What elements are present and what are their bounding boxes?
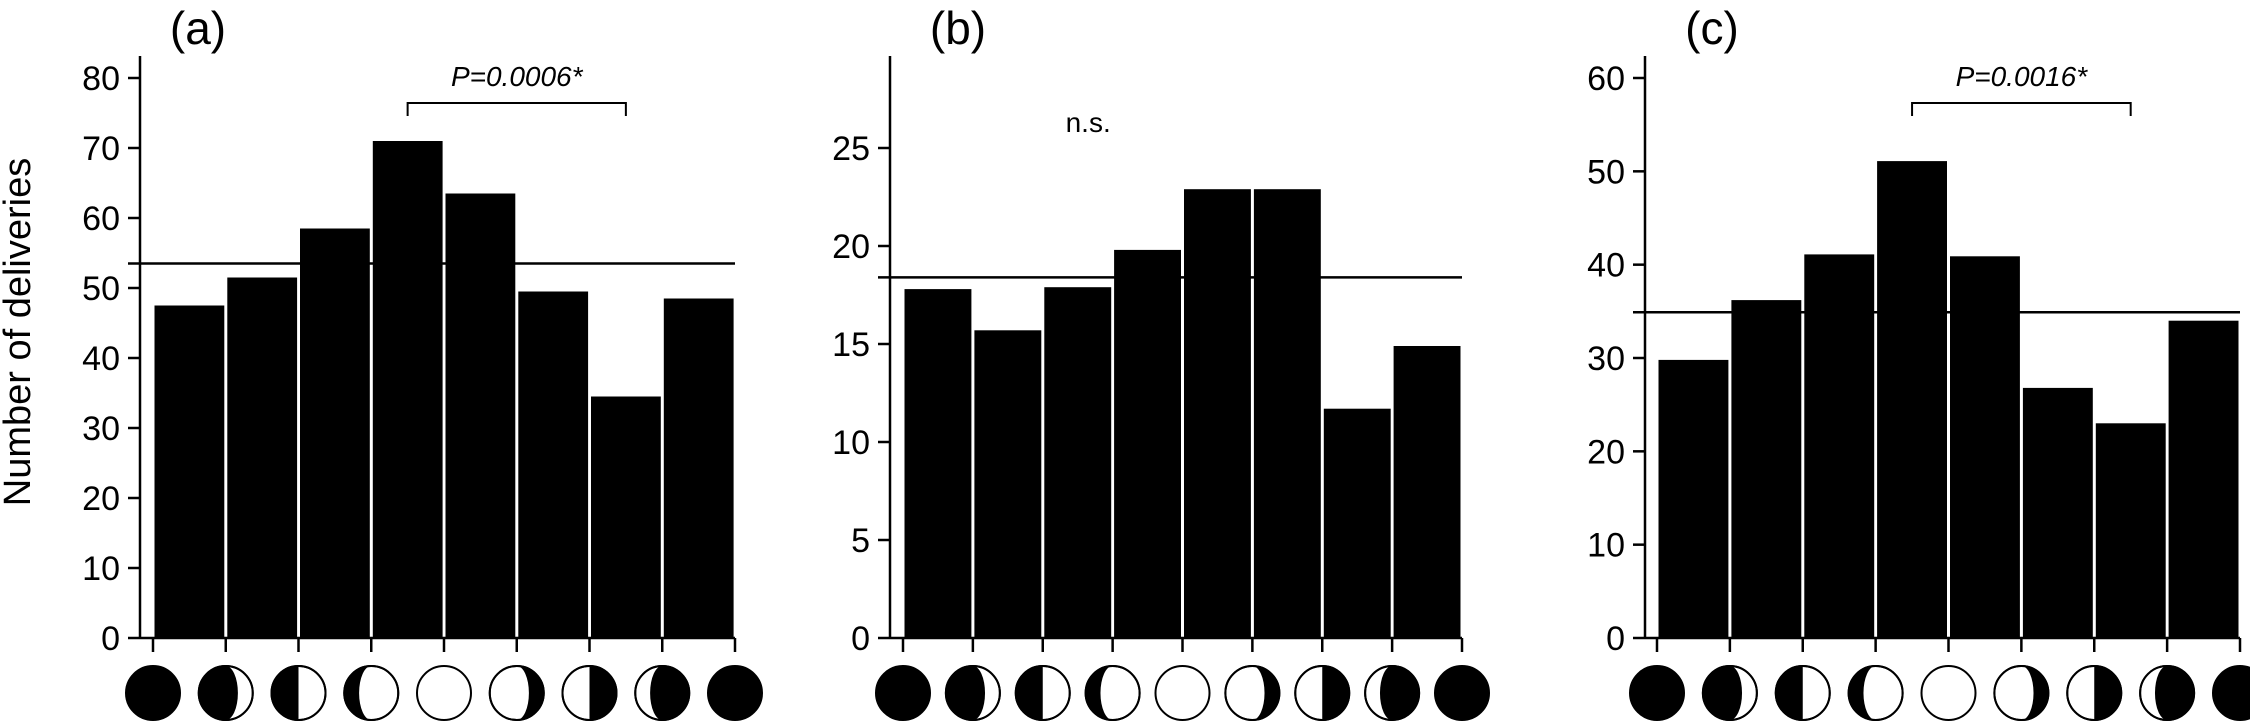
y-tick-label: 10 [82, 550, 120, 588]
waning-crescent-icon [1364, 665, 1421, 721]
y-tick-label: 25 [832, 130, 870, 168]
first-quarter-icon [1014, 665, 1071, 721]
bar [663, 298, 734, 638]
y-tick-label: 70 [82, 130, 120, 168]
waxing-gibbous-icon [343, 665, 400, 721]
y-tick-label: 0 [851, 620, 870, 658]
panel-label: (b) [930, 2, 986, 54]
y-tick-label: 30 [82, 410, 120, 448]
first-quarter-icon [270, 665, 327, 721]
bar [1044, 287, 1112, 638]
new-moon-icon [875, 665, 931, 721]
waxing-crescent-icon [1701, 665, 1758, 721]
y-tick-label: 50 [1587, 153, 1625, 191]
y-axis-label: Number of deliveries [0, 158, 39, 506]
bar [2168, 320, 2239, 638]
bar [2022, 387, 2093, 638]
y-tick-label: 50 [82, 270, 120, 308]
bar [1253, 189, 1321, 638]
bar [1114, 249, 1181, 638]
waning-crescent-icon [634, 665, 691, 721]
bar [1804, 254, 1875, 638]
y-tick-label: 5 [851, 522, 870, 560]
waning-gibbous-icon [1224, 665, 1281, 721]
y-tick-label: 10 [1587, 527, 1625, 565]
y-tick-label: 0 [101, 620, 120, 658]
full-moon-icon [416, 665, 472, 721]
full-moon-icon [1920, 665, 1977, 721]
bar [445, 193, 516, 638]
bar [974, 330, 1042, 638]
y-tick-label: 10 [832, 424, 870, 462]
bar [904, 289, 972, 638]
bar [1323, 408, 1391, 638]
panel-label: (a) [170, 2, 226, 54]
new-moon-icon [707, 665, 763, 721]
significance-bracket [1911, 102, 2132, 116]
bar [300, 228, 370, 638]
bar [591, 396, 661, 638]
full-moon-icon [1154, 665, 1211, 721]
y-tick-label: 80 [82, 60, 120, 98]
bar [518, 291, 589, 638]
y-tick-label: 60 [82, 200, 120, 238]
bar [1877, 161, 1947, 638]
new-moon-icon [125, 665, 181, 721]
y-tick-label: 20 [1587, 433, 1625, 471]
bar [227, 277, 298, 638]
y-tick-label: 30 [1587, 340, 1625, 378]
bar [154, 305, 225, 638]
y-tick-label: 20 [82, 480, 120, 518]
chart-panel-b: 0 5 10 15 20 25 (b) n.s. [832, 2, 1490, 721]
new-moon-icon [1434, 665, 1490, 721]
last-quarter-icon [1294, 665, 1351, 721]
waning-crescent-icon [2139, 665, 2196, 721]
y-tick-label: 0 [1606, 620, 1625, 658]
last-quarter-icon [561, 665, 618, 721]
y-tick-label: 15 [832, 326, 870, 364]
last-quarter-icon [2066, 665, 2123, 721]
waxing-gibbous-icon [1084, 665, 1141, 721]
chart-panel-c: 0 10 20 30 40 50 60 (c) P=0.0016* [1587, 2, 2250, 721]
y-tick-label: 40 [1587, 247, 1625, 285]
new-moon-icon [1629, 665, 1685, 721]
first-quarter-icon [1774, 665, 1831, 721]
y-tick-label: 20 [832, 228, 870, 266]
waxing-gibbous-icon [1847, 665, 1904, 721]
panel-label: (c) [1685, 2, 1739, 54]
bar [1658, 359, 1729, 638]
y-tick-label: 60 [1587, 60, 1625, 98]
new-moon-icon [2212, 665, 2250, 721]
waxing-crescent-icon [944, 665, 1001, 721]
significance-bracket [406, 102, 627, 116]
bar [372, 141, 443, 638]
significance-label: P=0.0016* [1956, 61, 2089, 92]
chart-panel-a: 0 10 20 30 40 50 60 70 80 (a) P=0.0006* [82, 2, 763, 721]
bar [2095, 423, 2166, 638]
bar [1184, 189, 1251, 638]
y-tick-label: 40 [82, 340, 120, 378]
bar [1393, 346, 1461, 638]
waning-gibbous-icon [1993, 665, 2050, 721]
bar [1731, 300, 1802, 638]
significance-label: n.s. [1066, 107, 1111, 138]
significance-label: P=0.0006* [451, 61, 584, 92]
bar [1950, 256, 2020, 638]
waning-gibbous-icon [488, 665, 545, 721]
waxing-crescent-icon [197, 665, 254, 721]
